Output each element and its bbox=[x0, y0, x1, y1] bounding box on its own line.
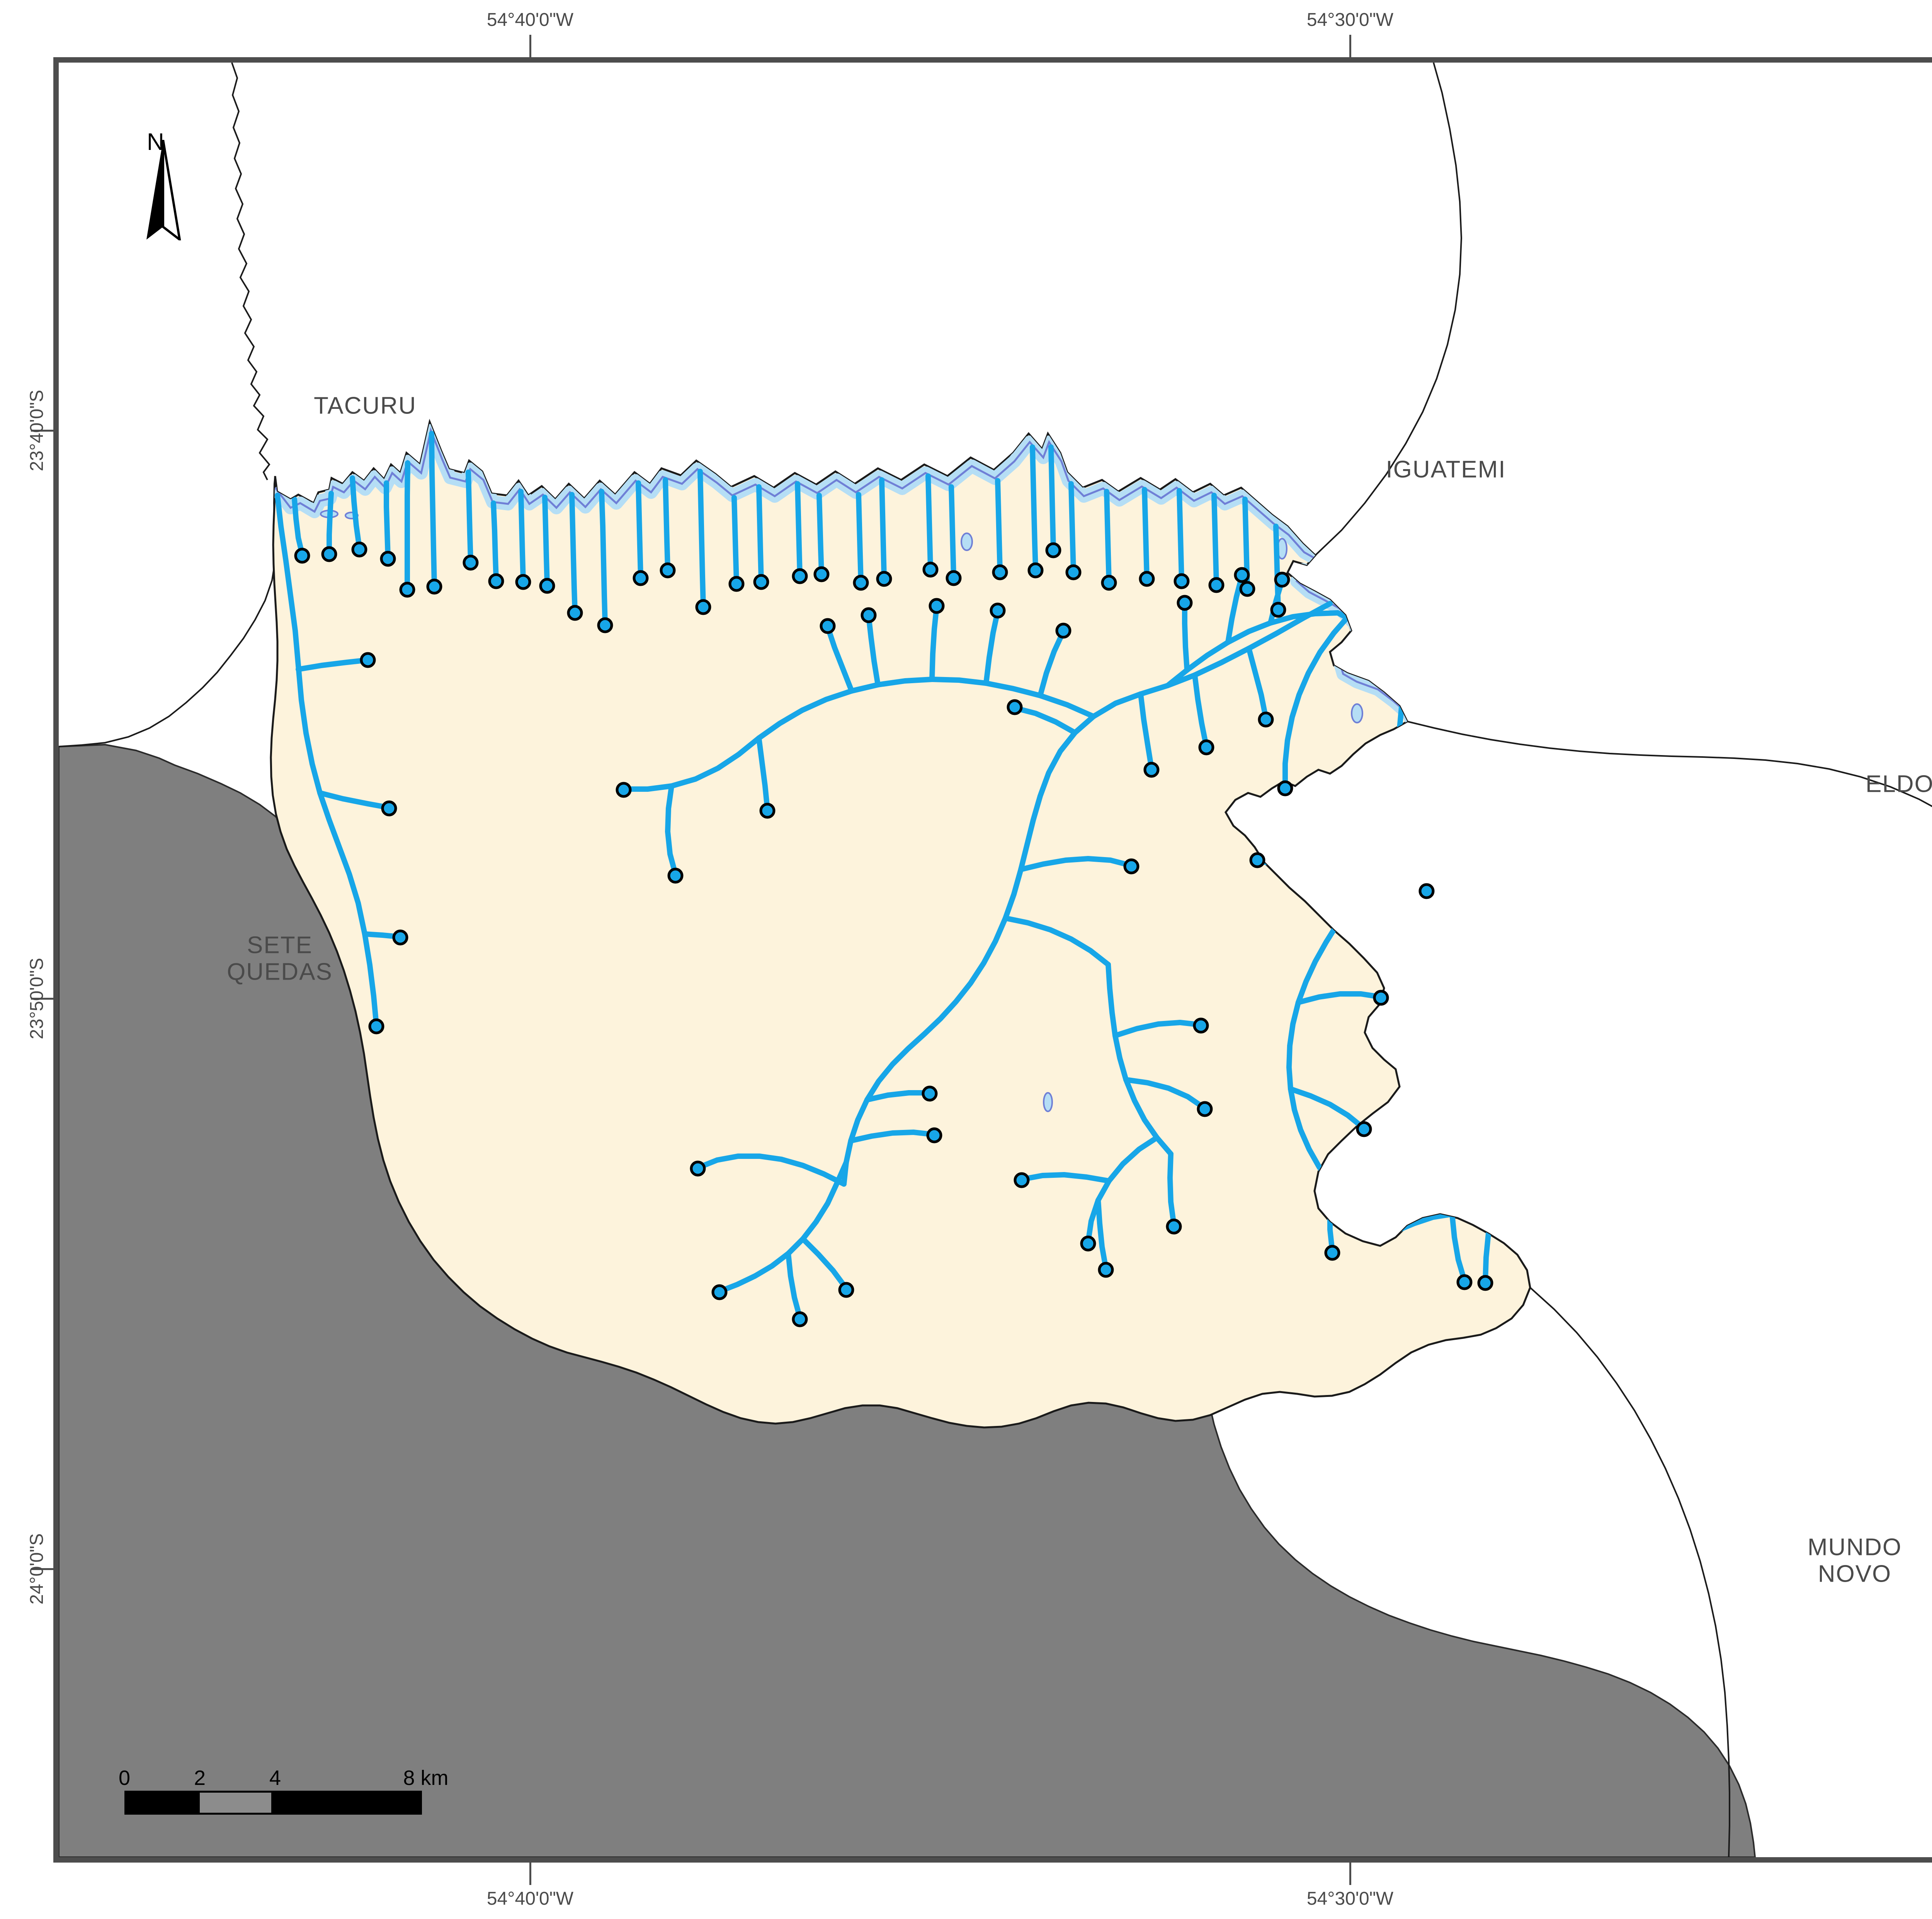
scale-tick-label: 2 bbox=[194, 1766, 206, 1790]
latitude-label: 24°0'0"S bbox=[27, 1533, 47, 1605]
scale-tick-label: 0 bbox=[118, 1766, 131, 1790]
longitude-label: 54°30'0"W bbox=[1306, 10, 1394, 30]
longitude-tick bbox=[1349, 35, 1351, 57]
longitude-tick bbox=[1349, 1863, 1351, 1885]
scale-tick-label: 4 bbox=[269, 1766, 281, 1790]
place-label: IGUATEMI bbox=[1386, 456, 1506, 483]
map-frame: TACURU IGUATEMI ELDORADO SETE QUEDAS MUNDO N… bbox=[53, 57, 1932, 1863]
scale-bar: 0 2 4 8 km bbox=[119, 1766, 449, 1815]
latitude-label: 23°40'0"S bbox=[27, 390, 47, 471]
latitude-tick bbox=[31, 430, 53, 432]
longitude-tick bbox=[529, 1863, 531, 1885]
scale-bar-graphic bbox=[124, 1791, 426, 1815]
latitude-tick bbox=[31, 1568, 53, 1570]
municipal-boundary-lines bbox=[59, 63, 1932, 1857]
japora-municipality-polygon bbox=[270, 419, 1531, 1429]
latitude-label: 23°50'0"S bbox=[27, 958, 47, 1039]
place-label: SETE QUEDAS bbox=[227, 932, 333, 985]
longitude-label: 54°30'0"W bbox=[1306, 1888, 1394, 1909]
longitude-tick bbox=[529, 35, 531, 57]
longitude-label: 54°40'0"W bbox=[486, 10, 574, 30]
scale-tick-label: 8 km bbox=[403, 1766, 449, 1790]
north-arrow-icon bbox=[146, 140, 181, 240]
longitude-label: 54°40'0"W bbox=[486, 1888, 574, 1909]
place-label: MUNDO NOVO bbox=[1807, 1534, 1902, 1587]
place-label: ELDORADO bbox=[1866, 771, 1932, 798]
map-canvas bbox=[59, 63, 1932, 1857]
river-network bbox=[275, 431, 1491, 1320]
spring-points bbox=[294, 541, 1493, 1327]
place-label: TACURU bbox=[314, 392, 417, 419]
latitude-tick bbox=[31, 998, 53, 1000]
